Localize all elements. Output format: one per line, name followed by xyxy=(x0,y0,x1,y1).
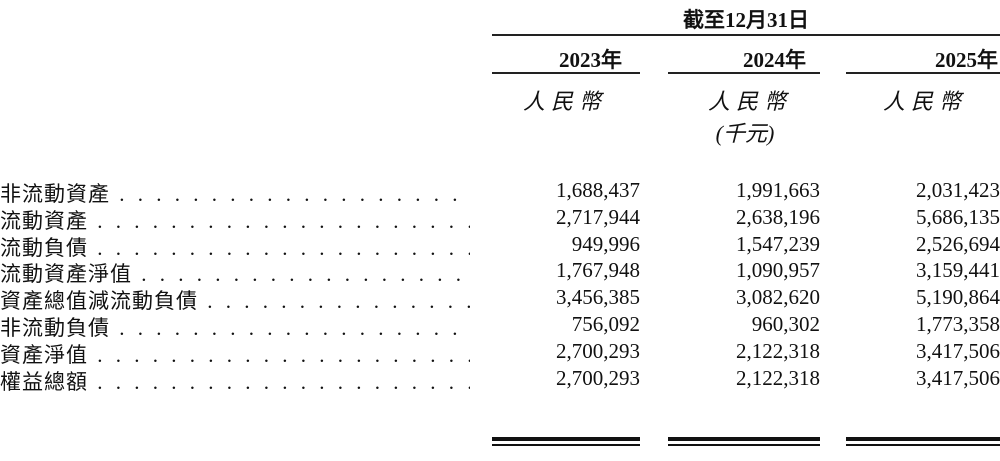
total-double-rule xyxy=(668,437,820,446)
row-value: 3,082,620 xyxy=(736,285,820,310)
row-value: 960,302 xyxy=(751,312,820,336)
currency-2024: 人民幣 xyxy=(707,89,792,114)
row-label: 流動負債 xyxy=(0,235,88,260)
row-value: 2,717,944 xyxy=(556,204,640,229)
row-value: 3,417,506 xyxy=(916,365,1000,390)
header-rule xyxy=(492,34,1000,36)
row-value: 5,190,864 xyxy=(916,285,1000,310)
row-value: 5,686,135 xyxy=(916,204,1000,229)
row-label: 非流動資產 xyxy=(0,182,110,206)
leader-dots: . . . . . . . . . . . . . . . . . . . . … xyxy=(97,235,470,260)
row-value: 1,688,437 xyxy=(556,178,640,202)
table-row: 流動資產 . . . . . . . . . . . . . . . . . .… xyxy=(0,204,1000,233)
period-heading: 截至12月31日 xyxy=(683,8,809,32)
leader-dots: . . . . . . . . . . . . . . . . . . . . … xyxy=(97,369,470,394)
leader-dots: . . . . . . . . . . . . . . . . . . . . … xyxy=(119,316,470,340)
unit-2024: (千元) xyxy=(715,121,775,146)
table-row: 非流動負債 . . . . . . . . . . . . . . . . . … xyxy=(0,312,1000,340)
total-double-rule xyxy=(492,437,640,446)
table-row: 資產總值減流動負債 . . . . . . . . . . . . . . . … xyxy=(0,285,1000,314)
currency-2023: 人民幣 xyxy=(522,89,607,114)
row-value: 1,773,358 xyxy=(916,312,1000,336)
row-value: 756,092 xyxy=(571,312,640,336)
row-label: 權益總額 xyxy=(0,369,88,394)
leader-dots: . . . . . . . . . . . . . . . . . . . . … xyxy=(119,182,470,206)
row-value: 1,767,948 xyxy=(556,258,640,283)
leader-dots: . . . . . . . . . . . . . . . . . . . . … xyxy=(97,208,470,233)
leader-dots: . . . . . . . . . . . . . . . . . . . . … xyxy=(207,289,470,314)
row-value: 2,526,694 xyxy=(916,231,1000,256)
row-value: 2,638,196 xyxy=(736,204,820,229)
year-rule-2024 xyxy=(668,72,820,74)
year-rule-2023 xyxy=(492,72,640,74)
row-value: 2,700,293 xyxy=(556,338,640,363)
table-row: 流動資產淨值 . . . . . . . . . . . . . . . . .… xyxy=(0,258,1000,287)
column-year-2024: 2024年 xyxy=(743,48,806,72)
leader-dots: . . . . . . . . . . . . . . . . . . . . … xyxy=(97,342,470,367)
row-label: 非流動負債 xyxy=(0,316,110,340)
row-value: 3,456,385 xyxy=(556,285,640,310)
row-value: 2,122,318 xyxy=(736,365,820,390)
row-value: 1,547,239 xyxy=(736,231,820,256)
row-label: 資產總值減流動負債 xyxy=(0,289,198,314)
table-row: 流動負債 . . . . . . . . . . . . . . . . . .… xyxy=(0,231,1000,260)
column-year-2025: 2025年 xyxy=(935,48,998,72)
row-value: 949,996 xyxy=(571,231,640,256)
row-value: 2,122,318 xyxy=(736,338,820,363)
column-year-2023: 2023年 xyxy=(559,48,622,72)
table-row: 資產淨值 . . . . . . . . . . . . . . . . . .… xyxy=(0,338,1000,367)
row-value: 3,159,441 xyxy=(916,258,1000,283)
currency-2025: 人民幣 xyxy=(882,89,967,114)
row-value: 2,700,293 xyxy=(556,365,640,390)
total-double-rule xyxy=(846,437,1000,446)
year-rule-2025 xyxy=(846,72,1000,74)
leader-dots: . . . . . . . . . . . . . . . . . . . . … xyxy=(141,262,470,287)
table-row: 權益總額 . . . . . . . . . . . . . . . . . .… xyxy=(0,365,1000,394)
table-row: 非流動資產 . . . . . . . . . . . . . . . . . … xyxy=(0,178,1000,206)
row-label: 流動資產 xyxy=(0,208,88,233)
row-value: 1,090,957 xyxy=(736,258,820,283)
row-value: 1,991,663 xyxy=(736,178,820,202)
row-label: 資產淨值 xyxy=(0,342,88,367)
row-value: 3,417,506 xyxy=(916,338,1000,363)
row-label: 流動資產淨值 xyxy=(0,262,132,287)
row-value: 2,031,423 xyxy=(916,178,1000,202)
